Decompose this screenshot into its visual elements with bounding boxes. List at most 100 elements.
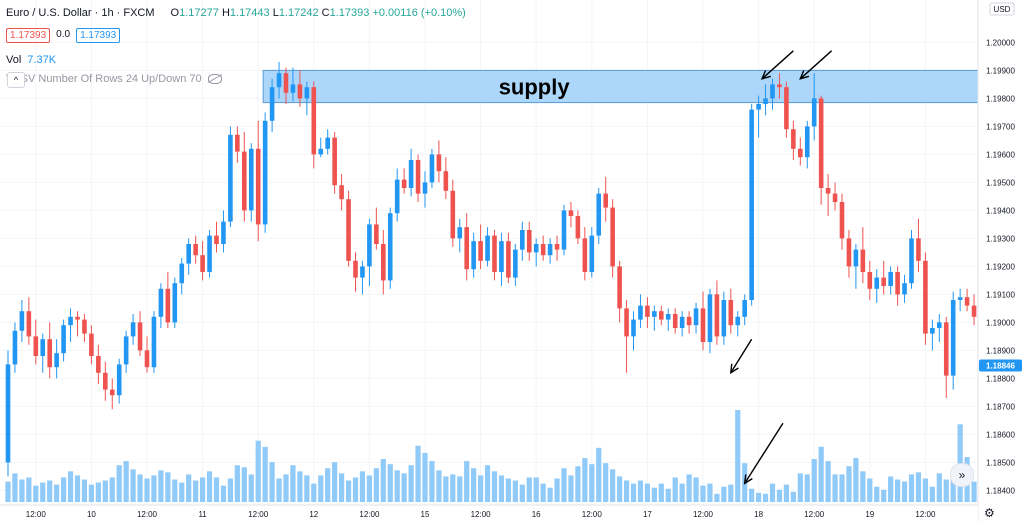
volume-bar	[797, 473, 803, 502]
volume-bar	[853, 458, 859, 502]
candle-body	[832, 193, 838, 202]
candle-body	[735, 316, 741, 326]
volume-bar	[255, 440, 261, 502]
candle-body	[825, 188, 831, 194]
candle-body	[652, 311, 657, 317]
annotation-arrows	[729, 50, 833, 485]
time-tick-label: 12:00	[804, 510, 825, 519]
candle-body	[165, 288, 171, 323]
time-tick-label: 10	[87, 510, 96, 519]
volume-bar	[206, 471, 213, 502]
arrow-vol-1-head	[729, 363, 739, 375]
candle-body	[499, 241, 504, 272]
time-tick-label: 16	[532, 510, 541, 519]
candle-body	[763, 98, 768, 104]
gear-icon[interactable]: ⚙	[984, 506, 995, 520]
candle-body	[228, 134, 233, 222]
sell-price-button[interactable]: 1.17393	[6, 27, 51, 43]
volume-bar	[929, 486, 935, 502]
volume-bar	[749, 488, 755, 502]
candle-body	[665, 314, 671, 320]
time-axis: 12:00 10 12:00 11 12:00 12 12:00 15 12:00 16 12:00…	[0, 504, 978, 522]
candle-body	[61, 325, 66, 354]
volume-bar	[526, 477, 532, 502]
candle-body	[422, 182, 428, 194]
arrow-top-2-head	[799, 70, 810, 80]
volume-bar	[429, 461, 435, 502]
candle-body	[450, 190, 456, 239]
candle-body	[401, 179, 407, 188]
volume-bar	[762, 493, 769, 502]
candle-body	[679, 316, 685, 328]
volume-bar	[19, 479, 25, 502]
open-value: 1.17277	[179, 7, 219, 19]
price-tick-label: 1.19500	[986, 178, 1015, 187]
time-tick-label: 12:00	[248, 510, 269, 519]
arrow-top-2-shaft	[799, 50, 833, 80]
volume-bar	[67, 471, 74, 502]
volume-bar	[943, 479, 949, 502]
candle-body	[47, 339, 52, 368]
time-tick-label: 12	[309, 510, 318, 519]
price-tick-label: 1.18700	[986, 402, 1015, 411]
candle-body	[603, 193, 608, 208]
volume-bar	[644, 483, 650, 502]
volume-bar	[874, 486, 880, 502]
candle-body	[492, 235, 497, 272]
volume-label[interactable]: Vol	[6, 54, 22, 66]
volume-bar	[12, 473, 18, 502]
scroll-to-realtime-icon[interactable]: »	[950, 463, 974, 487]
volume-bar	[387, 464, 393, 502]
candle-body	[645, 305, 650, 317]
volume-bar	[151, 475, 157, 502]
volume-bar	[519, 484, 525, 502]
candle-body	[700, 308, 706, 342]
candle-body	[311, 87, 317, 155]
candle-body	[137, 322, 143, 351]
symbol-title[interactable]: Euro / U.S. Dollar · 1h · FXCM	[6, 7, 155, 19]
candle-body	[874, 277, 880, 289]
candle-body	[332, 137, 337, 186]
supply-zone: supply	[262, 69, 979, 104]
candle-body	[937, 322, 942, 328]
last-price-label: 1.18846	[986, 362, 1015, 371]
eye-hidden-icon[interactable]	[207, 74, 222, 84]
currency-label-box	[989, 2, 1015, 16]
volume-bar	[950, 473, 956, 502]
candle-body	[902, 283, 907, 295]
volume-bar	[297, 471, 303, 502]
candle-body	[589, 235, 595, 272]
arrow-top-1-shaft	[761, 50, 794, 80]
candle-body	[846, 238, 852, 267]
candle-body	[276, 73, 282, 88]
volume-bar	[491, 471, 498, 502]
volume-bar	[735, 410, 741, 502]
volume-bar	[276, 478, 282, 502]
volume-bar	[130, 469, 136, 502]
buy-price-button[interactable]: 1.17393	[76, 27, 121, 43]
volume-bar	[394, 470, 400, 502]
volume-bar	[839, 474, 845, 502]
volume-bar	[109, 477, 115, 502]
volume-bar	[623, 480, 630, 502]
arrow-top-1-head	[760, 70, 771, 80]
indicator-title[interactable]: VPSV Number Of Rows 24 Up/Down 70	[6, 73, 202, 85]
candle-body	[638, 305, 643, 320]
volume-bar	[610, 469, 616, 502]
chevron-up-icon[interactable]: ^	[7, 72, 25, 88]
candle-body	[269, 87, 275, 121]
volume-bar	[165, 472, 171, 502]
volume-bar	[26, 477, 32, 502]
volume-bar	[630, 483, 637, 502]
candle-body	[777, 84, 782, 88]
volume-bar	[783, 484, 789, 502]
volume-bar	[102, 480, 108, 502]
candle-body	[436, 154, 442, 172]
volume-bar	[304, 475, 310, 502]
candle-body	[367, 224, 372, 267]
volume-bar	[186, 474, 192, 502]
candle-body	[464, 227, 469, 270]
legend-symbol-row: Euro / U.S. Dollar · 1h · FXCM O1.17277 …	[6, 6, 466, 20]
price-tick-label: 1.20000	[986, 38, 1015, 47]
